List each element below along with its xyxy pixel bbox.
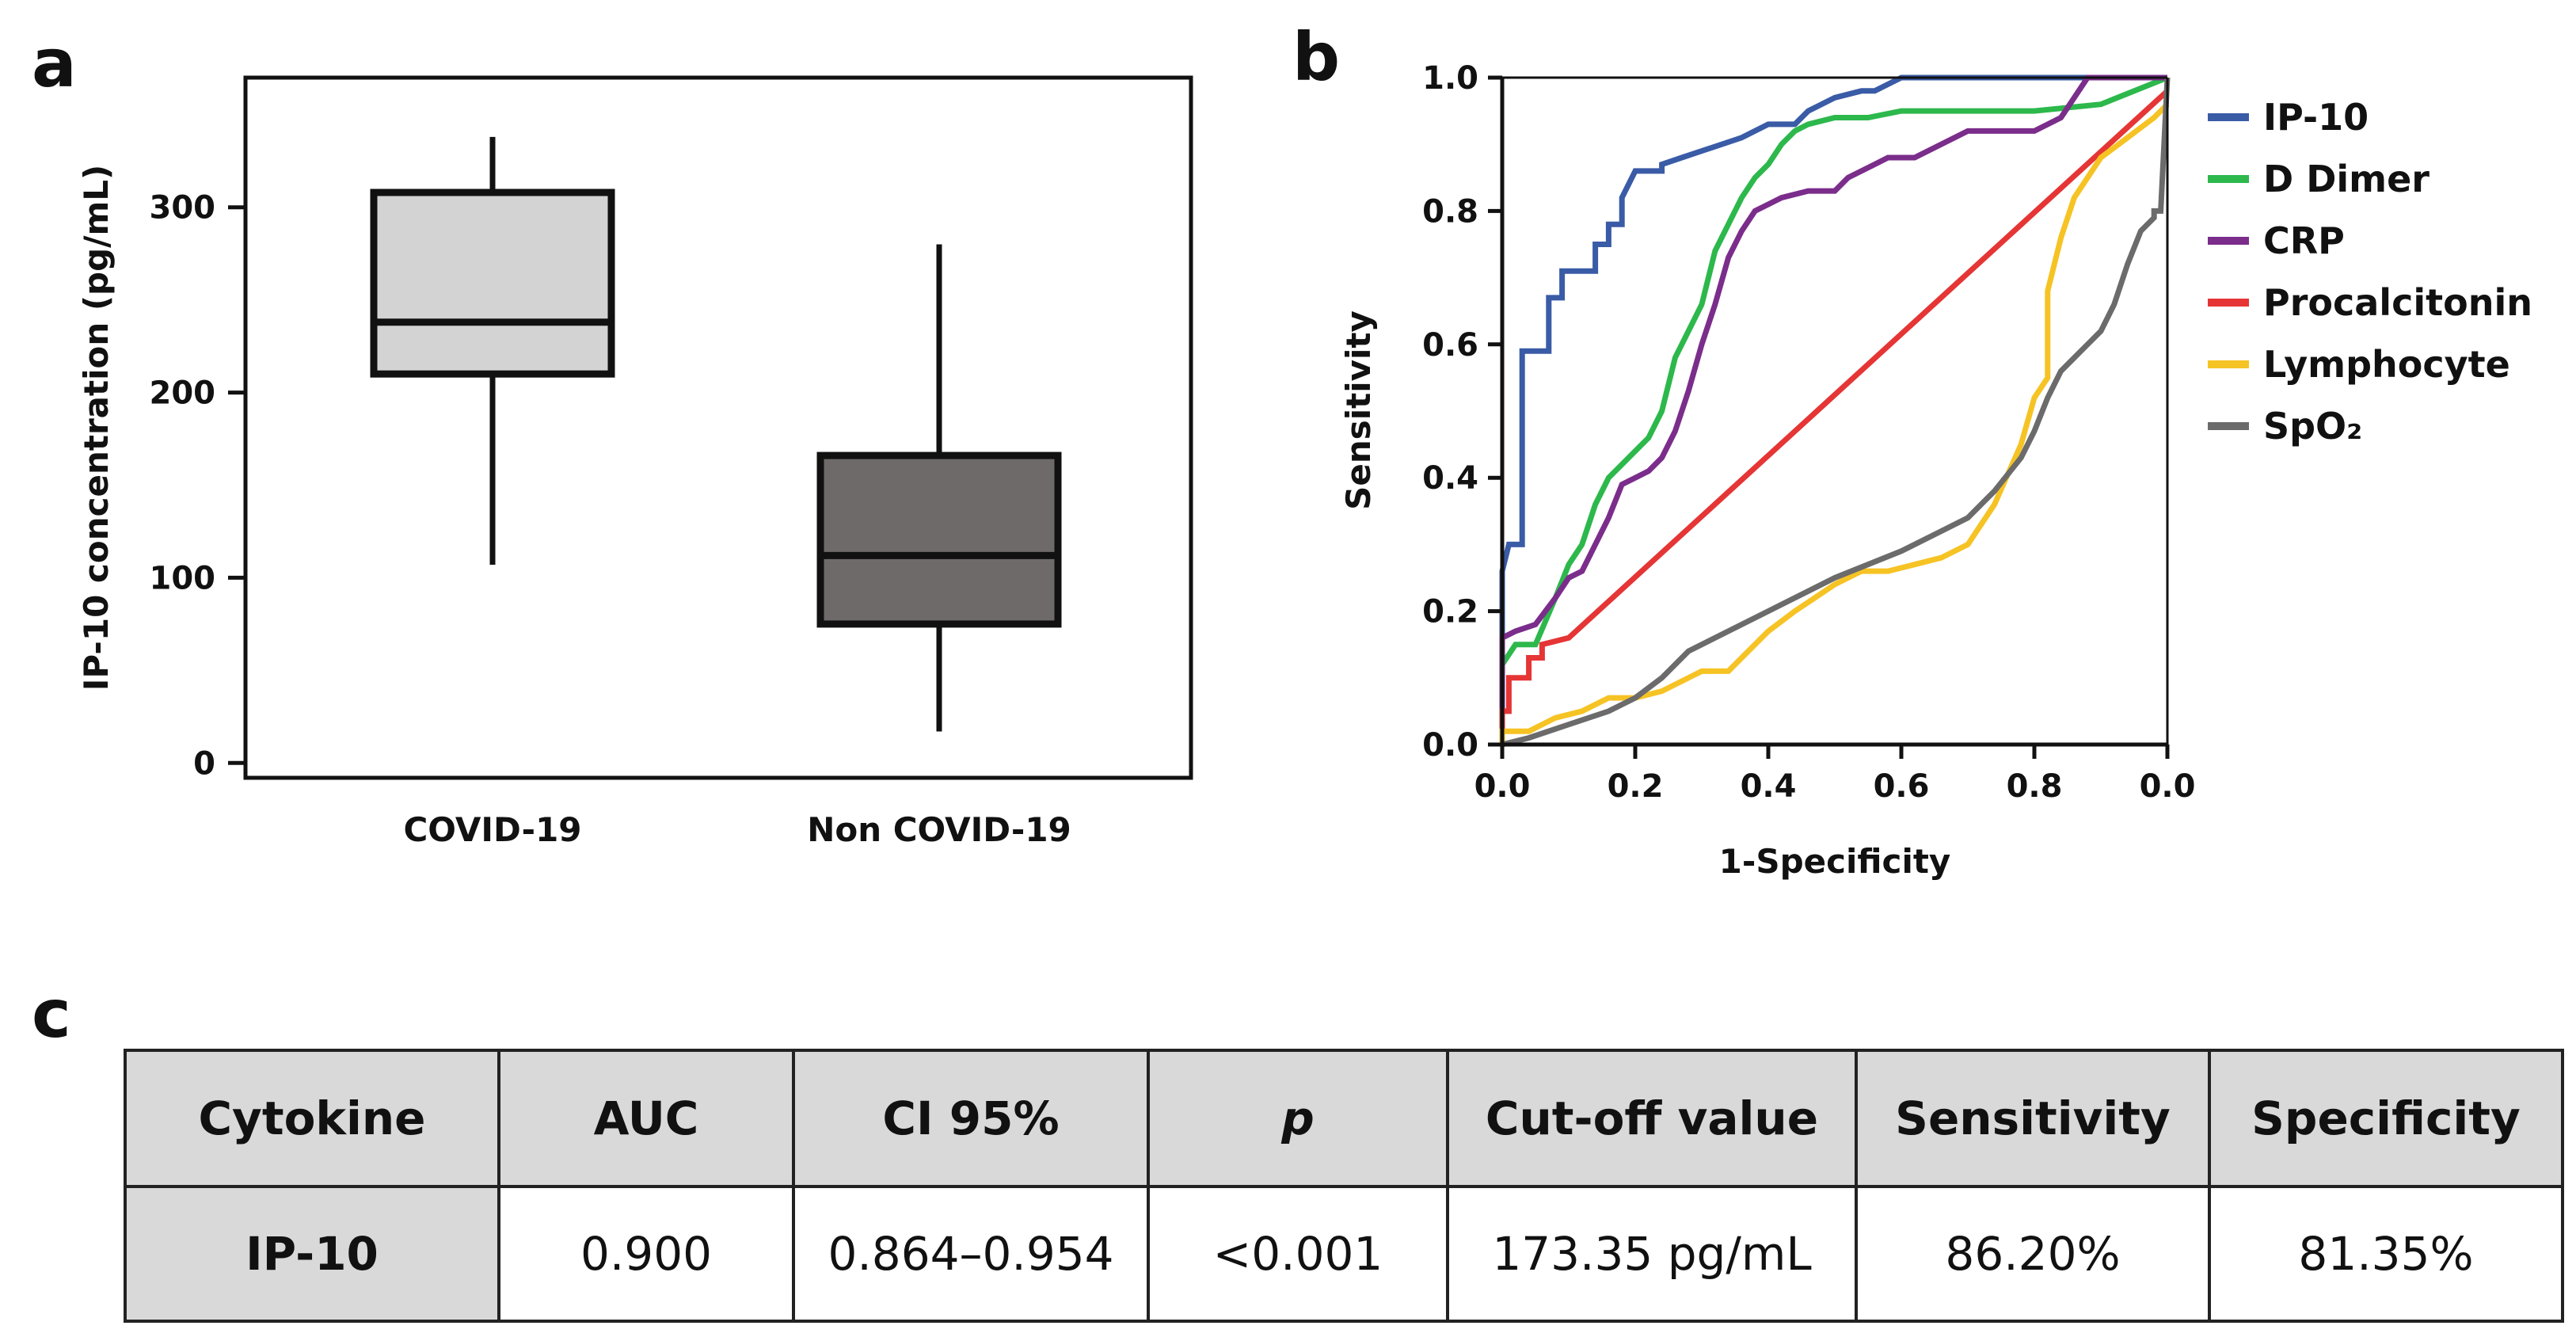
table-cell: 0.864–0.954 bbox=[792, 1185, 1150, 1323]
y-axis-title: Sensitivity bbox=[1339, 310, 1378, 510]
panel-c-label: c bbox=[32, 975, 71, 1053]
x-category-label: Non COVID-19 bbox=[807, 810, 1071, 849]
legend-label: IP-10 bbox=[2263, 96, 2369, 139]
legend-item: Lymphocyte bbox=[2208, 343, 2510, 386]
table-header-row: Cytokine AUC CI 95% p Cut-off value Sens… bbox=[124, 1049, 2564, 1188]
legend-item: CRP bbox=[2208, 219, 2345, 262]
legend-item: Procalcitonin bbox=[2208, 281, 2532, 324]
box-1 bbox=[370, 136, 615, 566]
roc-chart: 0.0 0.2 0.4 0.6 0.8 1.0 0.0 0.2 0.4 0.6 0.8 0.0 1-S… bbox=[1339, 60, 2532, 881]
metrics-table: Cytokine AUC CI 95% p Cut-off value Sens… bbox=[124, 1049, 2564, 1323]
roc-line bbox=[1499, 74, 2169, 745]
roc-line bbox=[1499, 102, 2170, 745]
axis-ticks: 0.0 0.2 0.4 0.6 0.8 1.0 0.0 0.2 0.4 0.6 0.8 0.0 bbox=[1422, 60, 2195, 805]
legend-item: IP-10 bbox=[2208, 96, 2369, 139]
table-cell: <0.001 bbox=[1147, 1185, 1449, 1323]
plot-axes bbox=[1500, 76, 2169, 747]
x-tick-label: 0.6 bbox=[1874, 768, 1930, 805]
box-body bbox=[816, 451, 1062, 628]
y-axis: 0 100 200 300 bbox=[150, 190, 245, 782]
y-tick-label: 0 bbox=[193, 745, 215, 782]
x-axis-labels: COVID-19 Non COVID-19 bbox=[403, 810, 1071, 849]
box-series bbox=[370, 136, 1062, 732]
column-header: Cut-off value bbox=[1446, 1049, 1858, 1188]
x-tick-label: 0.8 bbox=[2007, 768, 2063, 805]
x-tick-label: 0.2 bbox=[1608, 768, 1664, 805]
x-tick-label: 0.0 bbox=[2140, 768, 2196, 805]
legend-label: D Dimer bbox=[2263, 158, 2430, 200]
boxplot-chart: 0 100 200 300 COVID-19 Non COVID-19 IP-10 co… bbox=[77, 75, 1193, 849]
table-cell: IP-10 bbox=[124, 1185, 500, 1323]
legend-item: D Dimer bbox=[2208, 158, 2430, 200]
y-tick-label: 0.8 bbox=[1422, 193, 1478, 230]
roc-line bbox=[1501, 77, 2171, 748]
roc-line bbox=[1499, 89, 2170, 745]
roc-series bbox=[1499, 74, 2171, 748]
table-cell: 81.35% bbox=[2208, 1185, 2564, 1323]
y-tick-label: 300 bbox=[150, 190, 216, 227]
y-axis-title: IP-10 concentration (pg/mL) bbox=[77, 165, 116, 691]
table-row: IP-10 0.900 0.864–0.954 <0.001 173.35 pg… bbox=[124, 1185, 2564, 1323]
legend: IP-10 D Dimer CRP Procalcitonin Lymphocyte Sp… bbox=[2208, 96, 2532, 448]
column-header: AUC bbox=[497, 1049, 795, 1188]
panel-a-label: a bbox=[32, 25, 77, 102]
legend-label: Procalcitonin bbox=[2263, 281, 2532, 324]
column-header: CI 95% bbox=[792, 1049, 1150, 1188]
y-tick-label: 0.0 bbox=[1422, 727, 1478, 764]
y-tick-label: 0.4 bbox=[1422, 460, 1478, 497]
plot-frame bbox=[243, 75, 1193, 780]
roc-line bbox=[1499, 74, 2167, 745]
y-tick-label: 200 bbox=[150, 375, 216, 412]
column-header: Cytokine bbox=[124, 1049, 500, 1188]
panel-b-label: b bbox=[1292, 18, 1341, 96]
legend-label: Lymphocyte bbox=[2263, 343, 2510, 386]
column-header: p bbox=[1147, 1049, 1449, 1188]
column-header: Specificity bbox=[2208, 1049, 2564, 1188]
roc-line bbox=[1499, 74, 2167, 745]
y-tick-label: 1.0 bbox=[1422, 60, 1478, 97]
x-axis-title: 1-Specificity bbox=[1719, 842, 1951, 881]
x-tick-label: 0.0 bbox=[1474, 768, 1531, 805]
y-tick-label: 0.6 bbox=[1422, 327, 1478, 364]
x-tick-label: 0.4 bbox=[1741, 768, 1797, 805]
legend-label: CRP bbox=[2263, 219, 2345, 262]
legend-label: SpO₂ bbox=[2263, 405, 2362, 448]
column-header: Sensitivity bbox=[1855, 1049, 2211, 1188]
table-cell: 0.900 bbox=[497, 1185, 795, 1323]
x-category-label: COVID-19 bbox=[403, 810, 581, 849]
y-tick-label: 100 bbox=[150, 560, 216, 596]
y-tick-label: 0.2 bbox=[1422, 594, 1478, 630]
box-body bbox=[370, 189, 615, 378]
box-2 bbox=[816, 244, 1062, 732]
table-cell: 173.35 pg/mL bbox=[1446, 1185, 1858, 1323]
legend-item: SpO₂ bbox=[2208, 405, 2362, 448]
table-cell: 86.20% bbox=[1855, 1185, 2211, 1323]
